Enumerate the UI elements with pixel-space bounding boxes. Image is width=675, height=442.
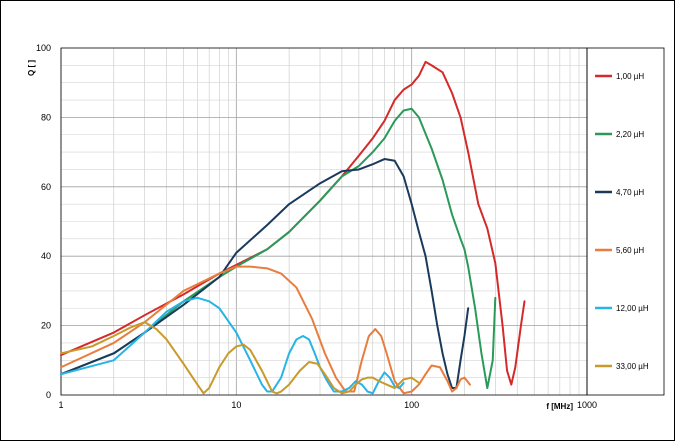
- legend-label: 12,00 µH: [616, 304, 649, 313]
- axes: [60, 47, 665, 396]
- legend: 1,00 µH 2,20 µH 4,70 µH 5,60 µH 12,00 µH 33,0…: [595, 72, 649, 371]
- legend-border: [586, 47, 665, 396]
- legend-label: 5,60 µH: [616, 246, 644, 255]
- series-line: [60, 158, 470, 390]
- legend-label: 33,00 µH: [616, 362, 649, 371]
- series-line: [60, 296, 405, 395]
- y-tick-label: 40: [41, 251, 51, 261]
- y-tick-label: 20: [41, 321, 51, 331]
- y-tick-label: 80: [41, 112, 51, 122]
- x-axis-label: f [MHz]: [546, 402, 573, 411]
- y-axis-label: Q [ ]: [27, 60, 36, 76]
- tick-labels: 1 10 100 1000 0 20 40 60 80 100: [36, 43, 597, 410]
- series-line: [60, 265, 471, 395]
- series-line: [60, 107, 497, 390]
- grid: [60, 48, 587, 395]
- legend-label: 2,20 µH: [616, 130, 644, 139]
- x-tick-label: 10: [231, 400, 241, 410]
- series-line: [60, 60, 526, 386]
- series-lines: [60, 60, 526, 395]
- x-tick-label: 1: [58, 400, 63, 410]
- y-tick-label: 0: [46, 390, 51, 400]
- x-tick-label: 100: [404, 400, 419, 410]
- legend-label: 4,70 µH: [616, 188, 644, 197]
- y-tick-label: 60: [41, 182, 51, 192]
- y-tick-label: 100: [36, 43, 51, 53]
- legend-label: 1,00 µH: [616, 72, 644, 81]
- series-line: [60, 321, 420, 395]
- x-tick-label: 1000: [577, 400, 597, 410]
